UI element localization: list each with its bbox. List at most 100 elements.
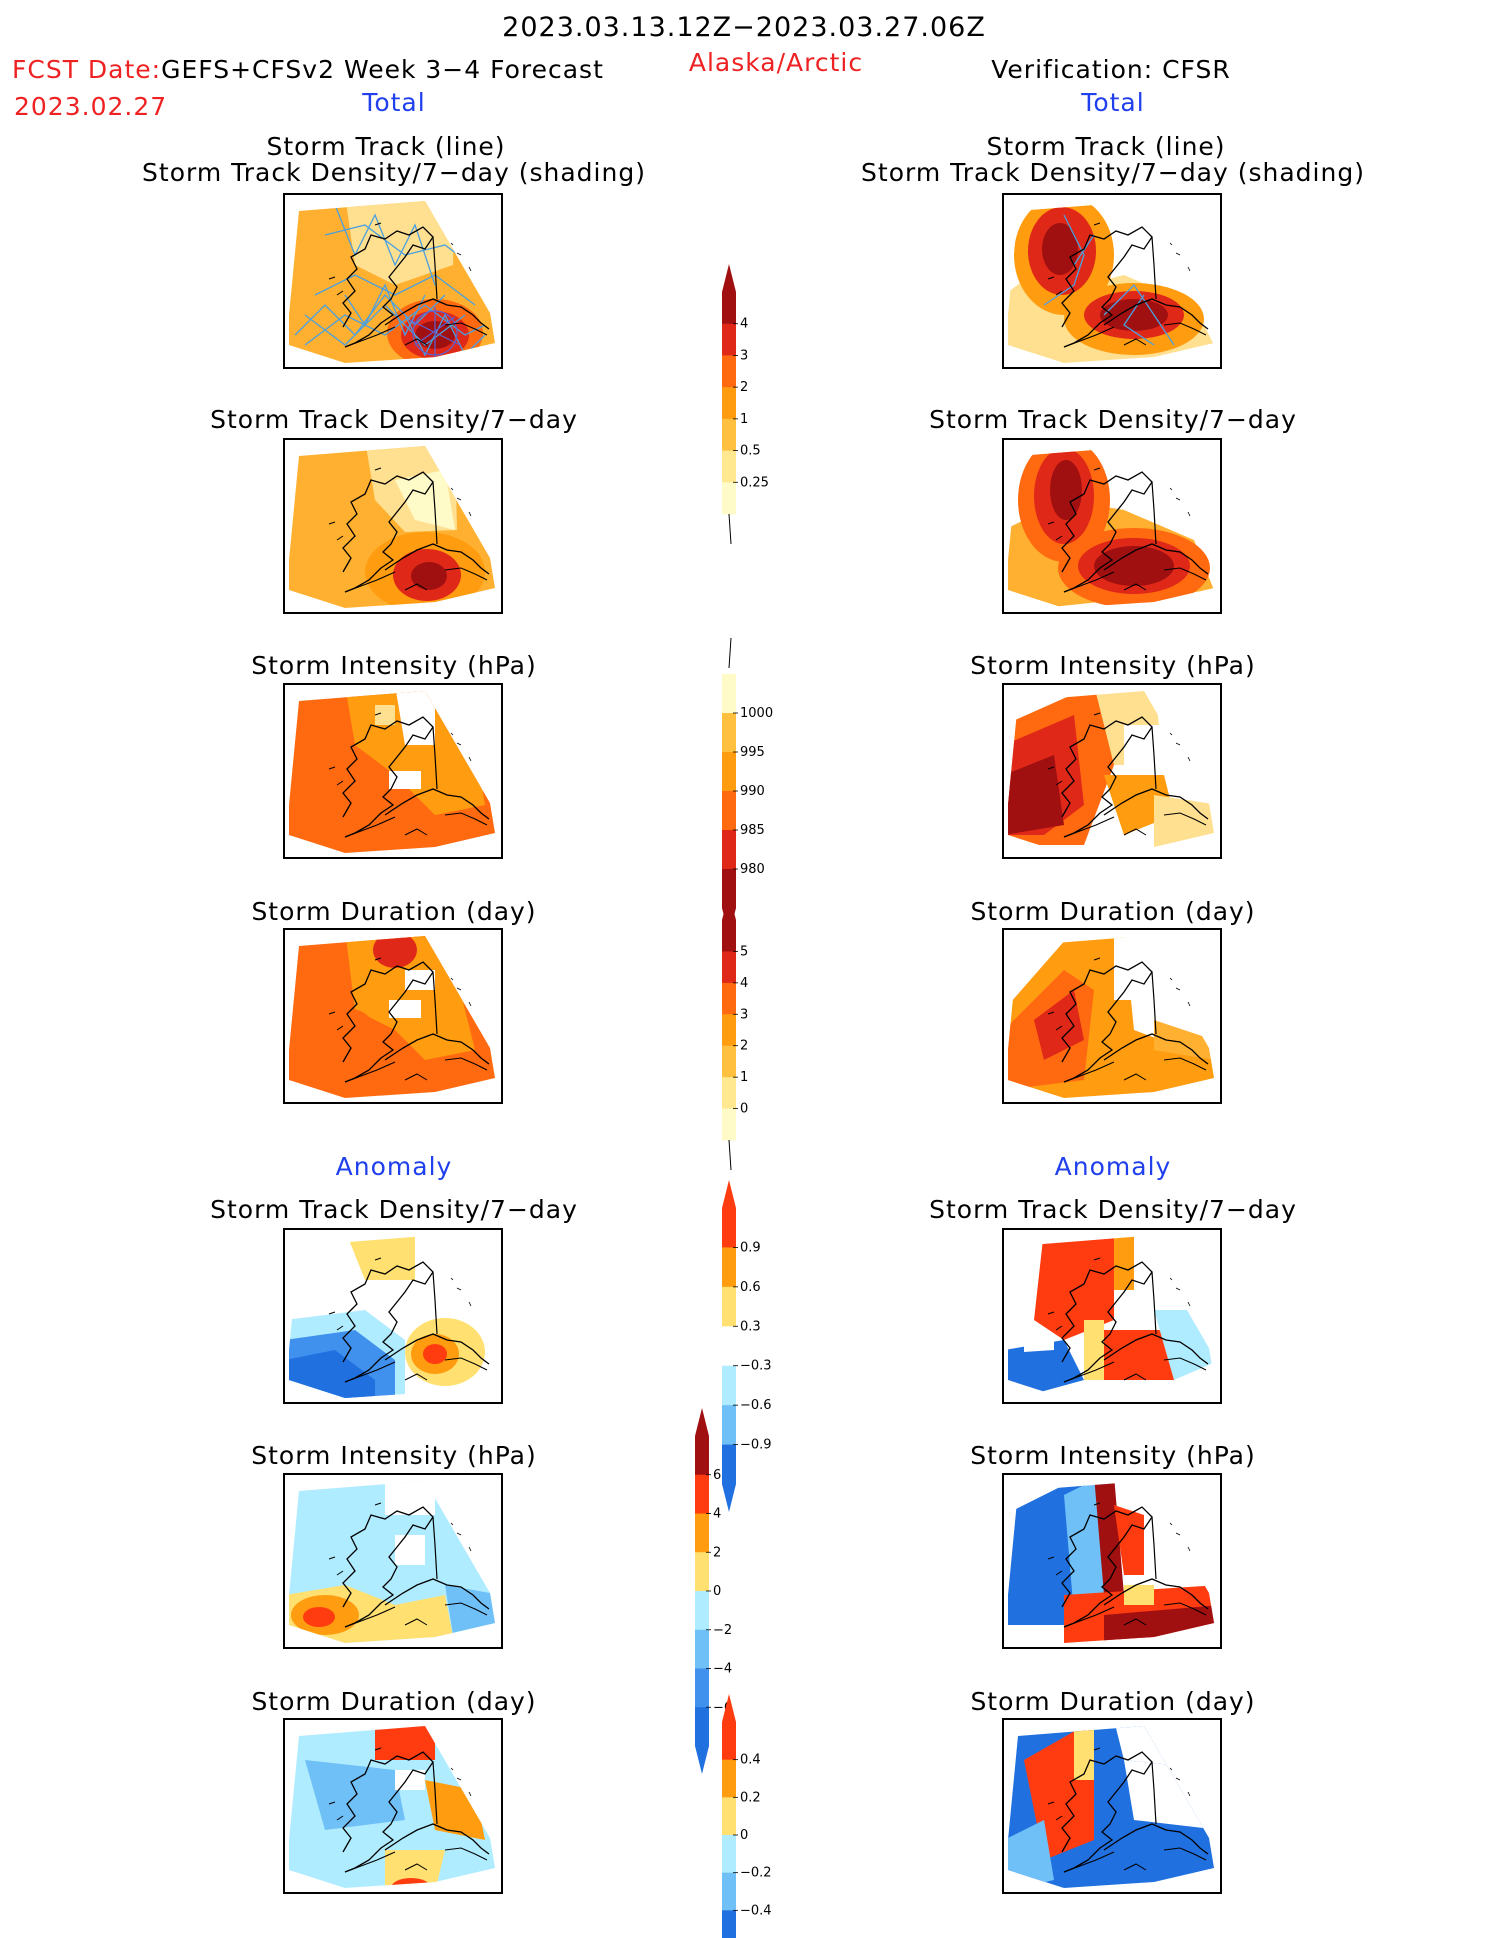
anom_duration-swatch xyxy=(722,1910,736,1938)
intensity-swatch xyxy=(722,752,736,792)
intensity-tick-label: 1000 xyxy=(740,706,773,721)
map-verification-track xyxy=(1002,193,1222,369)
anom_density-top-arrow xyxy=(722,1180,736,1208)
duration-swatch xyxy=(722,920,736,952)
map-verification-density xyxy=(1002,438,1222,614)
title-right-anom-intensity: Storm Intensity (hPa) xyxy=(970,1441,1256,1470)
duration-swatch xyxy=(722,1077,736,1110)
anom_duration-swatch xyxy=(722,1797,736,1836)
density-tick-label: 1 xyxy=(740,412,748,427)
duration-swatch xyxy=(722,1108,736,1141)
duration-swatch xyxy=(722,1045,736,1078)
duration-tick-label: 3 xyxy=(740,1007,748,1022)
anom_duration-tick-label: 0.4 xyxy=(740,1753,761,1768)
duration-top-arrow xyxy=(722,892,736,920)
colorbar-intensity: 1000 995 990 985 980 xyxy=(722,637,782,936)
density-tick-label: 4 xyxy=(740,317,748,332)
anomaly-right-label: Anomaly xyxy=(1054,1152,1172,1181)
duration-tick-label: 5 xyxy=(740,944,748,959)
density-swatch xyxy=(722,323,736,356)
map-verification-anom-duration xyxy=(1002,1718,1222,1894)
anom_density-tick-label: 0.9 xyxy=(740,1240,761,1255)
title-left-duration: Storm Duration (day) xyxy=(251,897,537,926)
intensity-top-line xyxy=(728,637,732,669)
title-right-track-line: Storm Track (line) xyxy=(986,132,1226,161)
anom_intensity-tick-label: 0 xyxy=(713,1584,721,1599)
intensity-swatch xyxy=(722,830,736,870)
anom_intensity-tick-label: 2 xyxy=(713,1545,721,1560)
anom_density-swatch xyxy=(722,1208,736,1248)
title-right-anom-density: Storm Track Density/7−day xyxy=(929,1195,1297,1224)
anom_density-swatch xyxy=(722,1247,736,1288)
colorbar-anom-intensity: 6 4 2 0 −2 −4 −6 xyxy=(695,1408,755,1774)
anom_duration-top-arrow xyxy=(722,1694,736,1722)
density-tick-label: 3 xyxy=(740,348,748,363)
duration-swatch xyxy=(722,982,736,1015)
title-left-track-shading: Storm Track Density/7−day (shading) xyxy=(142,158,646,187)
duration-tick-label: 2 xyxy=(740,1039,748,1054)
anom_duration-tick-label: 0.2 xyxy=(740,1790,761,1805)
total-right-label: Total xyxy=(1081,88,1145,117)
title-right-anom-duration: Storm Duration (day) xyxy=(970,1687,1256,1716)
anom_intensity-tick-label: −2 xyxy=(713,1623,732,1638)
title-right-duration: Storm Duration (day) xyxy=(970,897,1256,926)
map-verification-duration xyxy=(1002,928,1222,1104)
anom_intensity-swatch xyxy=(695,1668,709,1708)
anom_density-swatch xyxy=(722,1326,736,1367)
duration-swatch xyxy=(722,951,736,984)
anom_duration-swatch xyxy=(722,1872,736,1911)
anom_intensity-swatch xyxy=(695,1436,709,1476)
anom_intensity-tick-label: 4 xyxy=(713,1507,721,1522)
map-forecast-density xyxy=(283,438,503,614)
intensity-swatch xyxy=(722,713,736,753)
density-tick-label: 2 xyxy=(740,380,748,395)
density-swatch xyxy=(722,387,736,420)
intensity-tick-label: 995 xyxy=(740,745,765,760)
anom_density-swatch xyxy=(722,1444,736,1485)
anom_intensity-swatch xyxy=(695,1474,709,1514)
anom_intensity-bottom-arrow xyxy=(695,1746,709,1774)
map-forecast-anom-duration xyxy=(283,1718,503,1894)
colorbar-anom-density: 0.9 0.6 0.3 −0.3 −0.6 −0.9 xyxy=(722,1180,782,1512)
region-label: Alaska/Arctic xyxy=(688,48,864,77)
title-right-intensity: Storm Intensity (hPa) xyxy=(970,651,1256,680)
anom_density-swatch xyxy=(722,1365,736,1406)
total-left-label: Total xyxy=(362,88,426,117)
map-forecast-anom-density xyxy=(283,1228,503,1404)
intensity-swatch xyxy=(722,674,736,714)
title-left-anom-duration: Storm Duration (day) xyxy=(251,1687,537,1716)
map-forecast-anom-intensity xyxy=(283,1473,503,1649)
intensity-tick-label: 990 xyxy=(740,784,765,799)
date-range: 2023.03.13.12Z−2023.03.27.06Z xyxy=(502,12,986,43)
duration-tick-label: 1 xyxy=(740,1070,748,1085)
fcst-date-label: FCST Date:GEFS+CFSv2 Week 3−4 Forecast xyxy=(12,55,604,84)
density-tick-label: 0.25 xyxy=(740,475,769,490)
anom_intensity-top-arrow xyxy=(695,1408,709,1436)
intensity-tick-label: 980 xyxy=(740,862,765,877)
title-right-track-shading: Storm Track Density/7−day (shading) xyxy=(861,158,1365,187)
title-right-density: Storm Track Density/7−day xyxy=(929,405,1297,434)
title-left-density: Storm Track Density/7−day xyxy=(210,405,578,434)
verification-label: Verification: CFSR xyxy=(991,55,1231,84)
map-forecast-track xyxy=(283,193,503,369)
anom_density-tick-label: −0.6 xyxy=(740,1398,772,1413)
title-left-anom-intensity: Storm Intensity (hPa) xyxy=(251,1441,537,1470)
anom_intensity-swatch xyxy=(695,1513,709,1553)
map-verification-anom-density xyxy=(1002,1228,1222,1404)
intensity-swatch xyxy=(722,869,736,909)
anom_density-bottom-arrow xyxy=(722,1484,736,1512)
duration-tick-label: 0 xyxy=(740,1102,748,1117)
duration-tick-label: 4 xyxy=(740,976,748,991)
density-swatch xyxy=(722,355,736,388)
anom_density-tick-label: −0.9 xyxy=(740,1438,772,1453)
duration-swatch xyxy=(722,1014,736,1047)
map-verification-intensity xyxy=(1002,683,1222,859)
title-left-intensity: Storm Intensity (hPa) xyxy=(251,651,537,680)
anomaly-left-label: Anomaly xyxy=(335,1152,453,1181)
anom_duration-swatch xyxy=(722,1759,736,1798)
anom_density-tick-label: 0.3 xyxy=(740,1319,761,1334)
density-swatch xyxy=(722,482,736,515)
anom_intensity-tick-label: 6 xyxy=(713,1468,721,1483)
density-tick-label: 0.5 xyxy=(740,444,761,459)
fcst-model: GEFS+CFSv2 Week 3−4 Forecast xyxy=(161,55,604,84)
